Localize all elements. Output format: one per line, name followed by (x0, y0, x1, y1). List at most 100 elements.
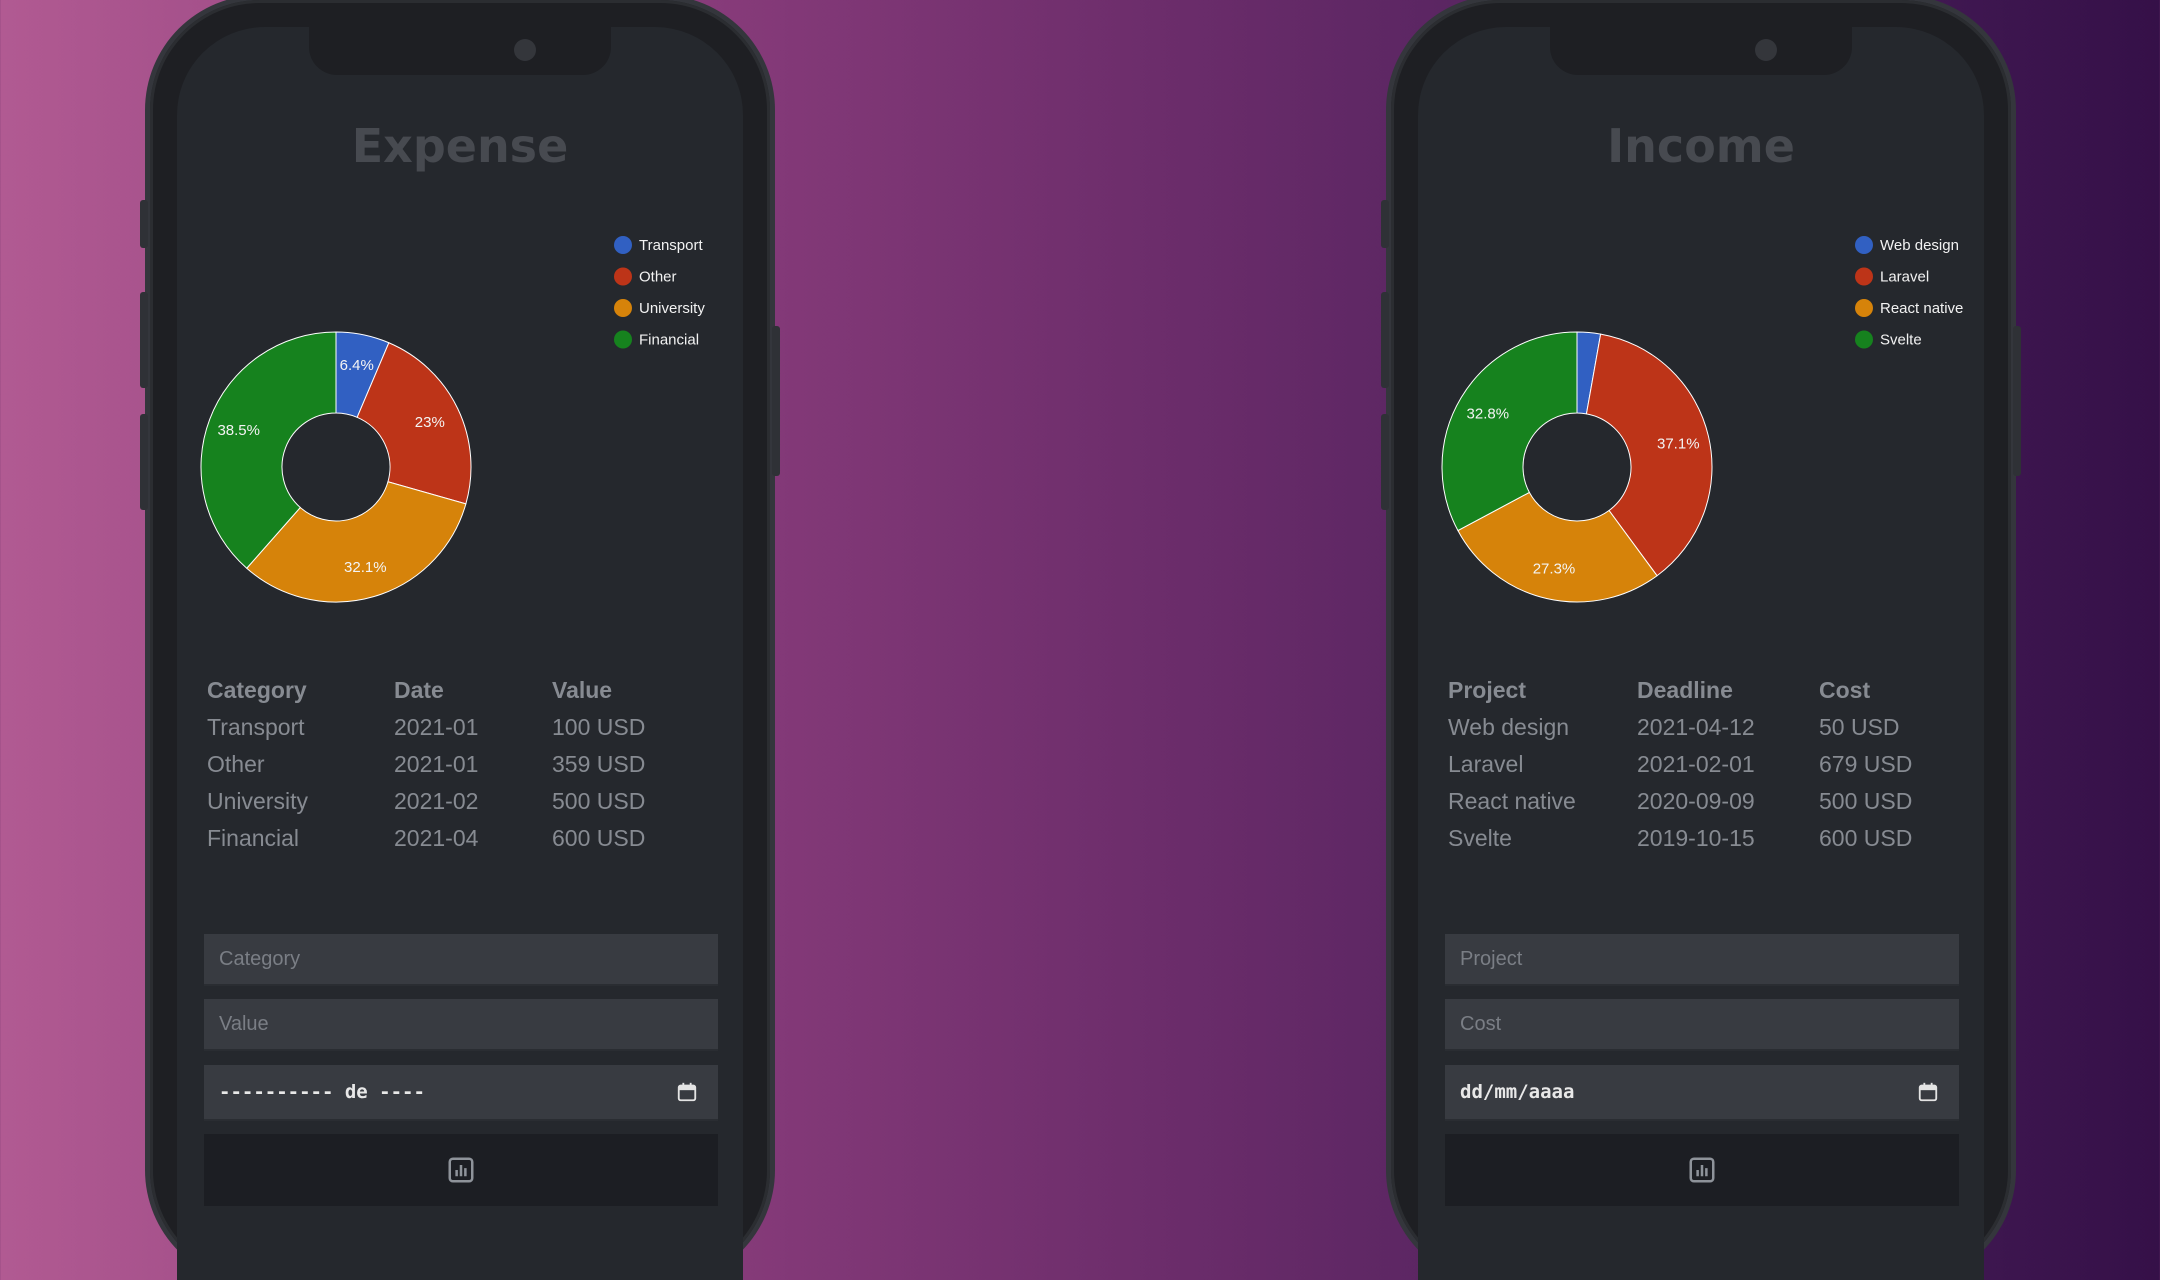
table-cell: 2021-04 (394, 825, 479, 851)
table-row: University 2021-02 500 USD (207, 783, 717, 820)
phone-notch (309, 27, 611, 75)
legend-swatch[interactable] (614, 299, 632, 317)
table-cell: 679 USD (1819, 751, 1913, 777)
project-input[interactable] (1445, 934, 1959, 986)
submit-button[interactable] (1445, 1134, 1959, 1206)
pie-slice[interactable] (200, 331, 337, 569)
income-screen: Income 37.1% 27.3% 32.8% Web design Laravel R… (1418, 27, 1984, 1280)
column-header: Category (207, 677, 307, 703)
legend-swatch[interactable] (1855, 330, 1873, 349)
table-header-row: Project Deadline Cost (1448, 672, 1958, 709)
table-cell: 2020-09-09 (1637, 788, 1755, 814)
pie-slice[interactable] (1585, 333, 1713, 577)
table-cell: 100 USD (552, 714, 646, 740)
expense-donut-chart: 6.4% 23% 32.1% 38.5% Transport Other Universit… (200, 236, 705, 603)
column-header: Cost (1819, 677, 1871, 703)
expense-table: Category Date Value Transport 2021-01 10… (207, 672, 717, 857)
slice-label: 27.3% (1533, 560, 1576, 577)
income-phone: Income 37.1% 27.3% 32.8% Web design Laravel R… (1381, 0, 2021, 1280)
pie-slice[interactable] (356, 342, 472, 505)
phone-side-button (772, 326, 780, 476)
date-input-value: dd/mm/aaaa (1460, 1081, 1575, 1103)
slice-label: 23% (415, 414, 445, 431)
legend-swatch[interactable] (614, 236, 632, 254)
table-row: Laravel 2021-02-01 679 USD (1448, 746, 1958, 783)
legend-label[interactable]: Transport (639, 237, 703, 254)
table-cell: 2021-04-12 (1637, 714, 1755, 740)
legend-swatch[interactable] (614, 267, 632, 286)
chart-icon (1689, 1157, 1715, 1183)
slice-label: 32.1% (344, 559, 387, 576)
value-input[interactable] (204, 999, 718, 1051)
legend-swatch[interactable] (1855, 267, 1873, 286)
slice-label: 6.4% (340, 357, 374, 374)
table-cell: Web design (1448, 714, 1570, 740)
table-cell: 2021-01 (394, 714, 479, 740)
cost-input[interactable] (1445, 999, 1959, 1051)
deadline-input[interactable]: dd/mm/aaaa (1445, 1065, 1959, 1121)
table-header-row: Category Date Value (207, 672, 717, 709)
column-header: Deadline (1637, 677, 1733, 703)
table-row: Svelte 2019-10-15 600 USD (1448, 820, 1958, 857)
legend-label[interactable]: Svelte (1880, 332, 1922, 349)
table-cell: Other (207, 751, 265, 777)
table-cell: University (207, 788, 308, 814)
date-input[interactable]: ---------- de ---- (204, 1065, 718, 1121)
table-cell: 50 USD (1819, 714, 1900, 740)
table-cell: 2021-02-01 (1637, 751, 1755, 777)
chart-icon (448, 1157, 474, 1183)
legend-label[interactable]: Web design (1880, 237, 1959, 254)
submit-button[interactable] (204, 1134, 718, 1206)
table-cell: Svelte (1448, 825, 1512, 851)
table-cell: 600 USD (1819, 825, 1913, 851)
camera-icon (514, 39, 536, 61)
legend-swatch[interactable] (1855, 299, 1873, 317)
slice-label: 32.8% (1467, 405, 1510, 422)
table-row: Financial 2021-04 600 USD (207, 820, 717, 857)
column-header: Date (394, 677, 444, 703)
expense-screen: Expense 6.4% 23% 32.1% 38.5% Transport Other U… (177, 27, 743, 1280)
income-table: Project Deadline Cost Web design 2021-04… (1448, 672, 1958, 857)
pie-slice[interactable] (1441, 331, 1578, 532)
date-input-value: ---------- de ---- (219, 1081, 425, 1103)
phone-side-button (140, 200, 148, 248)
table-cell: Laravel (1448, 751, 1524, 777)
calendar-icon[interactable] (1917, 1081, 1939, 1103)
table-cell: 359 USD (552, 751, 646, 777)
income-donut-chart: 37.1% 27.3% 32.8% Web design Laravel React na… (1441, 236, 1963, 603)
page-title: Expense (351, 119, 569, 173)
legend-label[interactable]: University (639, 300, 705, 317)
phone-side-button (1381, 292, 1389, 388)
phone-notch (1550, 27, 1852, 75)
category-input[interactable] (204, 934, 718, 986)
calendar-icon[interactable] (676, 1081, 698, 1103)
slice-label: 37.1% (1657, 435, 1700, 452)
table-cell: 500 USD (1819, 788, 1913, 814)
column-header: Value (552, 677, 613, 703)
camera-icon (1755, 39, 1777, 61)
phone-side-button (2013, 326, 2021, 476)
legend-swatch[interactable] (1855, 236, 1873, 254)
legend-swatch[interactable] (614, 330, 632, 349)
phone-side-button (140, 292, 148, 388)
page-title: Income (1607, 119, 1795, 173)
table-cell: 2021-02 (394, 788, 479, 814)
table-row: Other 2021-01 359 USD (207, 746, 717, 783)
table-cell: React native (1448, 788, 1576, 814)
legend-label[interactable]: Other (639, 269, 677, 286)
table-cell: 2019-10-15 (1637, 825, 1755, 851)
legend-label[interactable]: Financial (639, 332, 699, 349)
table-cell: Financial (207, 825, 300, 851)
phone-side-button (1381, 200, 1389, 248)
legend-label[interactable]: Laravel (1880, 269, 1929, 286)
legend-label[interactable]: React native (1880, 300, 1963, 317)
column-header: Project (1448, 677, 1526, 703)
table-cell: Transport (207, 714, 305, 740)
table-row: React native 2020-09-09 500 USD (1448, 783, 1958, 820)
table-row: Transport 2021-01 100 USD (207, 709, 717, 746)
pie-slice[interactable] (246, 481, 467, 603)
pie-slice[interactable] (1457, 491, 1658, 603)
table-cell: 600 USD (552, 825, 646, 851)
table-cell: 2021-01 (394, 751, 479, 777)
phone-side-button (1381, 414, 1389, 510)
